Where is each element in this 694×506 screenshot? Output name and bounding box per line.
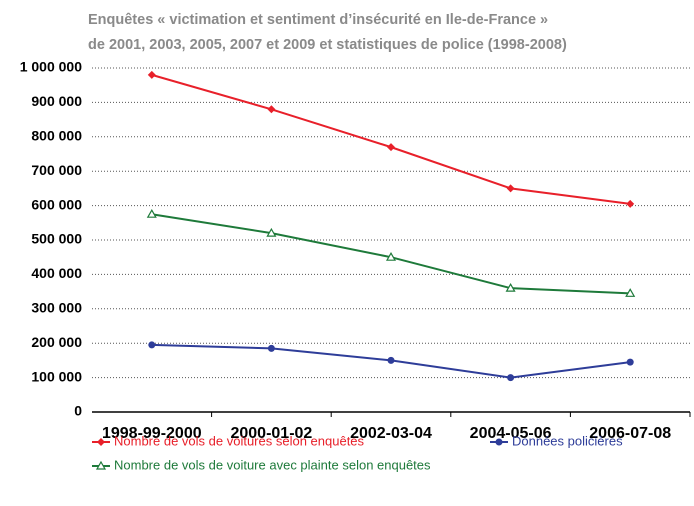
y-tick-label: 200 000 — [31, 334, 82, 350]
y-tick-label: 400 000 — [31, 265, 82, 281]
legend-label: Nombre de vols de voiture avec plainte s… — [114, 457, 431, 472]
data-point — [505, 282, 516, 292]
chart-subtitle: de 2001, 2003, 2005, 2007 et 2009 et sta… — [88, 37, 567, 53]
x-tick-label: 2006-07-08 — [589, 425, 671, 442]
data-point — [387, 356, 395, 364]
y-tick-label: 300 000 — [31, 300, 82, 316]
data-point — [506, 184, 515, 193]
data-point — [146, 208, 157, 218]
x-tick-label: 1998-99-2000 — [102, 425, 202, 442]
data-point — [625, 288, 636, 297]
data-point — [267, 105, 276, 114]
y-tick-label: 0 — [74, 403, 82, 419]
data-point — [385, 251, 397, 261]
legend-label: Nombre de vols de voitures selon enquête… — [114, 433, 365, 448]
data-point — [387, 143, 395, 152]
legend-marker — [95, 460, 107, 470]
data-point — [266, 227, 277, 237]
x-tick-label: 2004-05-06 — [470, 425, 552, 442]
data-point — [267, 344, 275, 352]
data-point — [147, 70, 156, 79]
x-tick-label: 2000-01-02 — [230, 425, 312, 442]
x-tick-label: 2002-03-04 — [350, 425, 432, 442]
data-point — [507, 374, 515, 382]
data-point — [148, 341, 156, 349]
data-point — [626, 199, 635, 208]
y-tick-label: 900 000 — [31, 93, 82, 109]
y-tick-label: 600 000 — [31, 196, 82, 212]
y-tick-label: 800 000 — [31, 128, 82, 144]
y-tick-label: 100 000 — [31, 368, 82, 384]
y-tick-label: 500 000 — [31, 231, 82, 247]
legend-label: Données policières — [512, 433, 623, 448]
legend-marker — [495, 438, 503, 446]
series-line — [151, 73, 631, 205]
y-tick-label: 700 000 — [31, 162, 82, 178]
legend-marker — [97, 438, 105, 446]
y-tick-label: 1 000 000 — [20, 59, 82, 75]
chart-subtitle: Enquêtes « victimation et sentiment d’in… — [88, 12, 548, 28]
data-point — [626, 358, 634, 366]
